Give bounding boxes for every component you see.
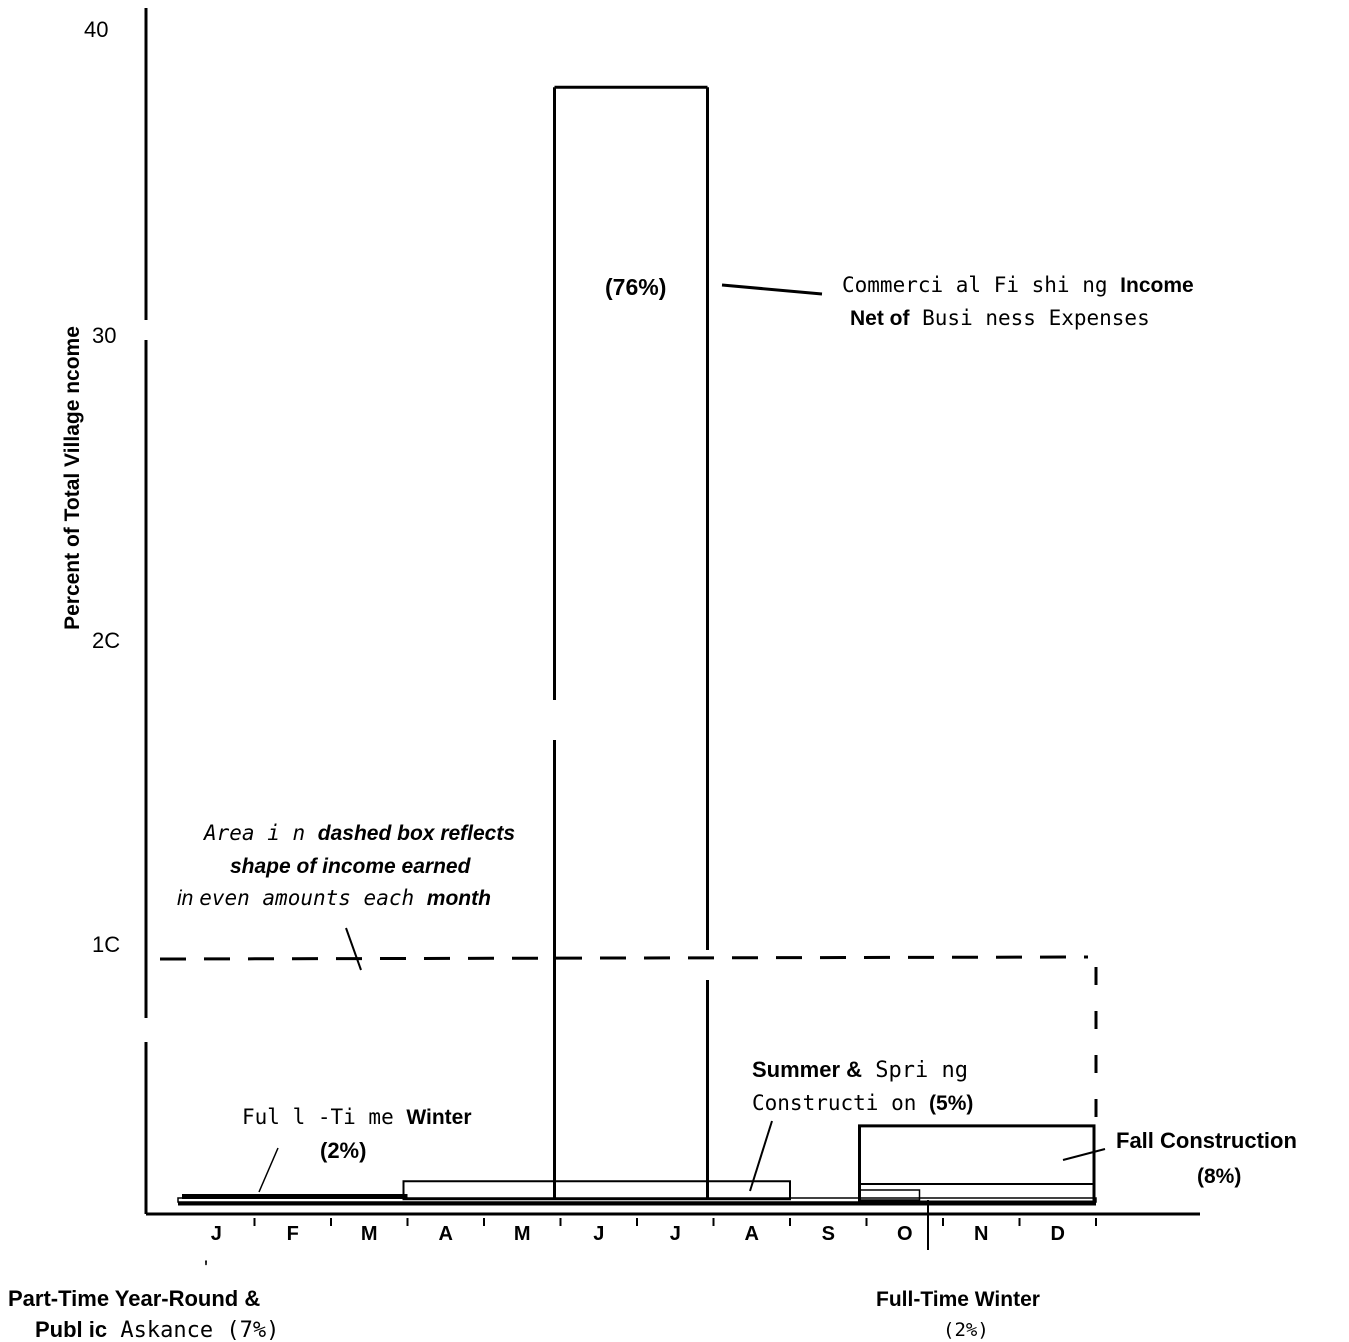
y-tick-label-10: 1C [92,932,120,957]
fw-bottom-pct: (2%) [943,1319,989,1341]
summer-label-line2: Constructi on (5%) [752,1091,973,1115]
y-tick-label-40: 40 [84,17,108,42]
pt-label-askance: Askance (7%) [107,1318,279,1342]
bars-group [177,85,1097,1206]
pt-label-public: Publ ic [35,1317,107,1342]
fw-top-a: Ful l -Ti me [242,1105,406,1129]
fall-label: Fall Construction [1116,1128,1297,1153]
summer-label-c: Constructi on [752,1091,929,1115]
dashed-note-in: in [177,887,199,910]
dashed-note-line1: Area i n dashed box reflects [202,821,515,845]
pt-tick-mark: ' [204,1257,208,1280]
month-label: O [897,1223,913,1245]
pt-label-line2: Publ ic Askance (7%) [35,1317,279,1342]
part-time-bar [177,1197,1097,1203]
fishing-label-line2: Net of Busi ness Expenses [850,306,1150,330]
even-income-dashed-box [159,955,1098,1130]
pt-label-line1: Part-Time Year-Round & [8,1286,260,1311]
fw-bottom-label: Full-Time Winter [876,1288,1040,1311]
summer-construction-bar [402,1180,791,1201]
summer-label-a: Summer & [752,1057,862,1082]
dashed-note-b: dashed box reflects [318,822,515,845]
dashed-note-line3: in even amounts each month [177,886,491,910]
fishing-label-part: Commerci al Fi shi ng [842,273,1120,297]
fishing-label-expenses: Busi ness Expenses [910,306,1150,330]
summer-label-pct: (5%) [929,1092,973,1115]
fw-top-label: Ful l -Ti me Winter [242,1105,472,1129]
summer-label-b: Spri ng [862,1058,968,1083]
fishing-share-label: (76%) [605,274,666,300]
month-label: J [593,1223,604,1245]
month-label: N [974,1223,988,1245]
fall-pct: (8%) [1197,1165,1241,1188]
dashed-note-a: Area i n [202,821,318,845]
fw-top-pct: (2%) [320,1138,366,1163]
month-label: J [670,1223,681,1245]
month-label: F [287,1223,299,1245]
summer-leader-line [749,1120,773,1192]
fishing-label-net: Net of [850,307,911,330]
y-axis-title: Percent of Total Village ncome [61,326,84,630]
fw-top-b: Winter [406,1106,471,1129]
fall-leader-line [1062,1148,1106,1161]
month-label: A [745,1223,759,1245]
month-label: A [439,1223,453,1245]
dashed-note-even: even amounts each [199,886,427,910]
dashed-note-pointer [345,927,362,971]
dashed-note-line2: shape of income earned [230,855,472,878]
month-label: J [211,1223,222,1245]
fishing-label-income: Income [1120,274,1194,297]
month-label: M [361,1223,378,1245]
y-tick-label-30: 30 [92,323,116,348]
fishing-leader-line [721,283,823,296]
fishing-label-line1: Commerci al Fi shi ng Income [842,273,1194,297]
fw-bottom-bar [858,1189,921,1201]
summer-label-line1: Summer & Spri ng [752,1057,968,1083]
y-tick-label-20: 2C [92,628,120,653]
dashed-note-month: month [427,887,491,910]
month-label: M [514,1223,531,1245]
fw-winter-bar [182,1194,408,1199]
dashed-top-line [159,955,1089,961]
month-label: S [822,1223,835,1245]
fw-top-leader [258,1147,279,1193]
month-label: D [1051,1223,1065,1245]
